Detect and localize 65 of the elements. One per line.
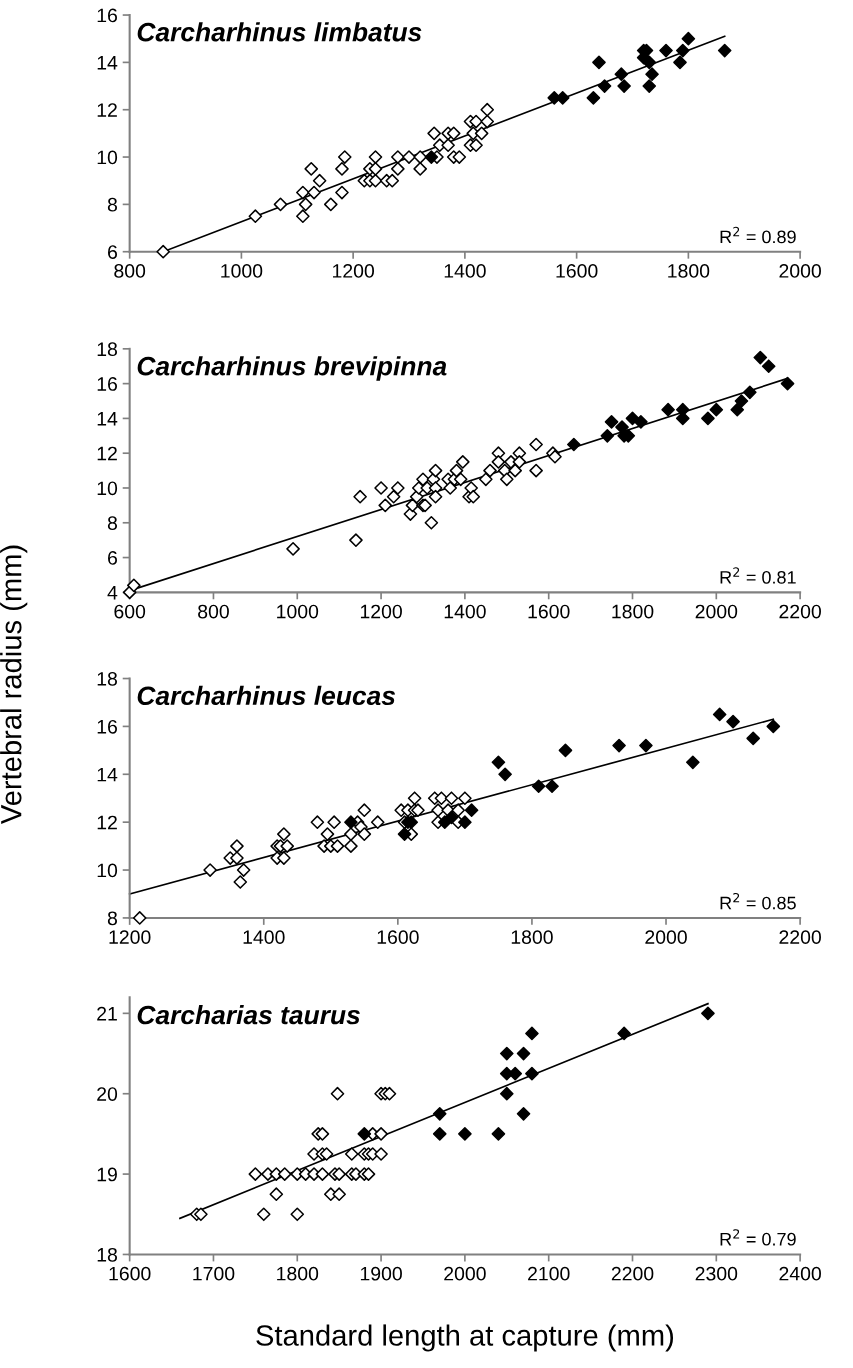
x-tick-label: 1200: [333, 264, 375, 278]
x-tick-label: 2200: [779, 604, 821, 619]
x-tick-label: 2400: [779, 1266, 821, 1281]
y-tick-label: 18: [97, 1247, 118, 1262]
x-tick-label: 1200: [109, 930, 151, 945]
annotation: R$^{2}$ = 0.79: [720, 1229, 796, 1246]
y-tick-label: 14: [97, 412, 118, 426]
y-tick-label: 18: [97, 672, 118, 686]
y-tick-label: 14: [97, 767, 118, 782]
x-tick-label: 800: [114, 264, 146, 278]
x-tick-label: 1600: [528, 604, 570, 619]
x-tick-label: 1800: [668, 264, 710, 278]
annotation: R$^{2}$ = 0.81: [720, 567, 796, 584]
x-tick-label: 1600: [556, 264, 598, 278]
y-tick-label: 8: [107, 197, 118, 212]
y-axis-title: Vertebral radius (mm): [0, 545, 28, 825]
x-tick-label: 1700: [193, 1266, 235, 1281]
y-tick-label: 4: [107, 586, 118, 600]
y-tick-label: 18: [97, 342, 118, 357]
x-tick-label: 2300: [695, 1266, 738, 1281]
x-tick-label: 2000: [779, 264, 821, 278]
x-tick-label: 2000: [645, 930, 687, 945]
y-tick-label: 19: [97, 1167, 117, 1182]
x-tick-label: 1900: [360, 1266, 402, 1281]
x-tick-label: 1800: [612, 604, 654, 619]
x-tick-label: 1600: [109, 1266, 151, 1281]
y-tick-label: 10: [97, 481, 118, 496]
y-tick-label: 10: [97, 150, 118, 165]
chart-title: Carcharhinus leucas: [137, 685, 396, 706]
chart-title: Carcharias taurus: [137, 1004, 360, 1025]
y-tick-label: 20: [97, 1087, 118, 1101]
x-tick-label: 1600: [377, 930, 419, 945]
x-tick-label: 1200: [360, 604, 402, 619]
y-tick-label: 10: [97, 863, 118, 878]
y-tick-label: 16: [97, 8, 117, 23]
x-tick-label: 1400: [444, 604, 486, 619]
x-tick-label: 800: [198, 604, 229, 619]
x-tick-label: 1400: [243, 930, 285, 945]
y-tick-label: 14: [97, 56, 118, 70]
x-axis-title: Standard length at capture (mm): [256, 1324, 674, 1352]
chart-title: Carcharhinus brevipinna: [137, 356, 447, 381]
x-tick-label: 2000: [695, 604, 738, 619]
y-tick-label: 8: [107, 911, 118, 926]
y-tick-label: 12: [97, 815, 117, 830]
y-tick-label: 12: [97, 446, 117, 461]
y-tick-label: 16: [97, 719, 117, 734]
x-tick-label: 2100: [528, 1266, 570, 1281]
y-tick-label: 21: [97, 1006, 117, 1021]
annotation: R$^{2}$ = 0.85: [720, 892, 796, 910]
x-tick-label: 2200: [779, 930, 821, 945]
y-tick-label: 16: [97, 377, 117, 391]
y-tick-label: 8: [107, 516, 118, 531]
y-tick-label: 12: [97, 103, 117, 117]
x-tick-label: 2200: [611, 1266, 654, 1281]
x-tick-label: 1000: [221, 264, 263, 278]
x-tick-label: 2000: [444, 1266, 486, 1281]
x-tick-label: 1800: [511, 930, 553, 945]
chart-title: Carcharhinus limbatus: [137, 22, 422, 42]
x-tick-label: 1400: [444, 264, 486, 278]
x-tick-label: 1800: [277, 1266, 319, 1281]
y-tick-label: 6: [108, 245, 117, 259]
y-tick-label: 6: [108, 551, 117, 565]
x-tick-label: 600: [114, 604, 146, 619]
x-tick-label: 1000: [277, 604, 319, 619]
annotation: R$^{2}$ = 0.89: [720, 226, 796, 244]
